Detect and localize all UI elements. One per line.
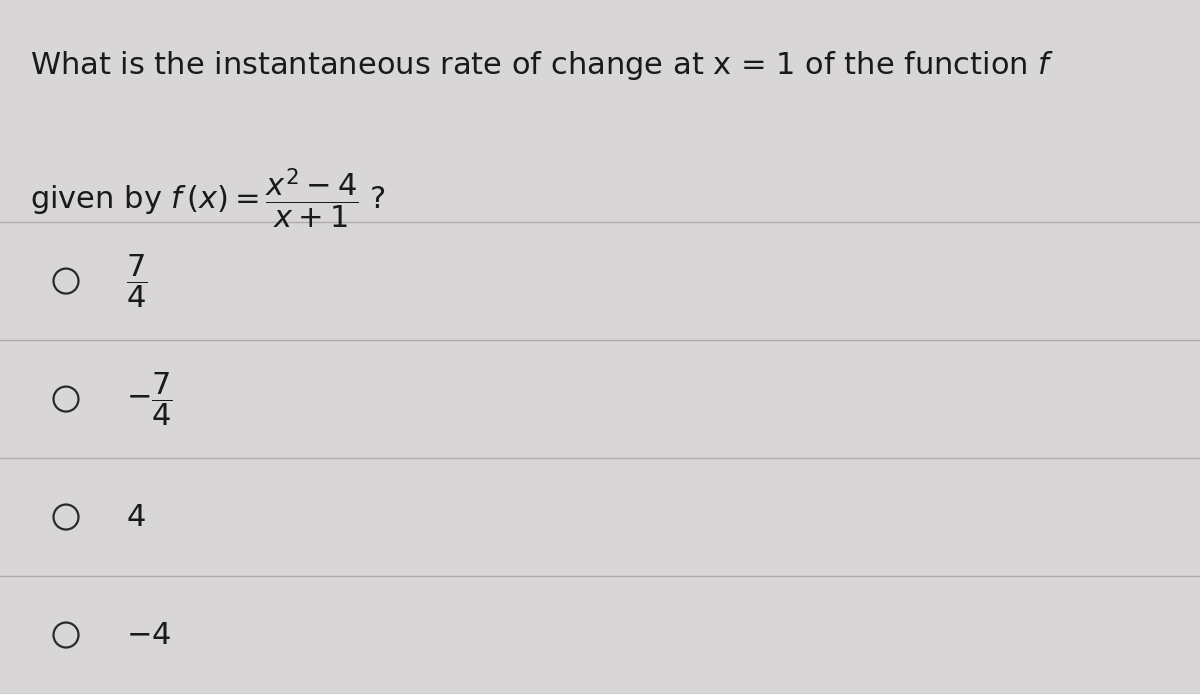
Text: $4$: $4$ — [126, 502, 145, 532]
Text: $-4$: $-4$ — [126, 620, 172, 650]
Text: $\dfrac{7}{4}$: $\dfrac{7}{4}$ — [126, 253, 148, 310]
Text: What is the instantaneous rate of change at x = 1 of the function $\it{f}$: What is the instantaneous rate of change… — [30, 49, 1055, 82]
Text: $-\dfrac{7}{4}$: $-\dfrac{7}{4}$ — [126, 371, 173, 428]
Text: given by $f\,(x) = \dfrac{x^2-4}{x+1}$ ?: given by $f\,(x) = \dfrac{x^2-4}{x+1}$ ? — [30, 167, 386, 230]
